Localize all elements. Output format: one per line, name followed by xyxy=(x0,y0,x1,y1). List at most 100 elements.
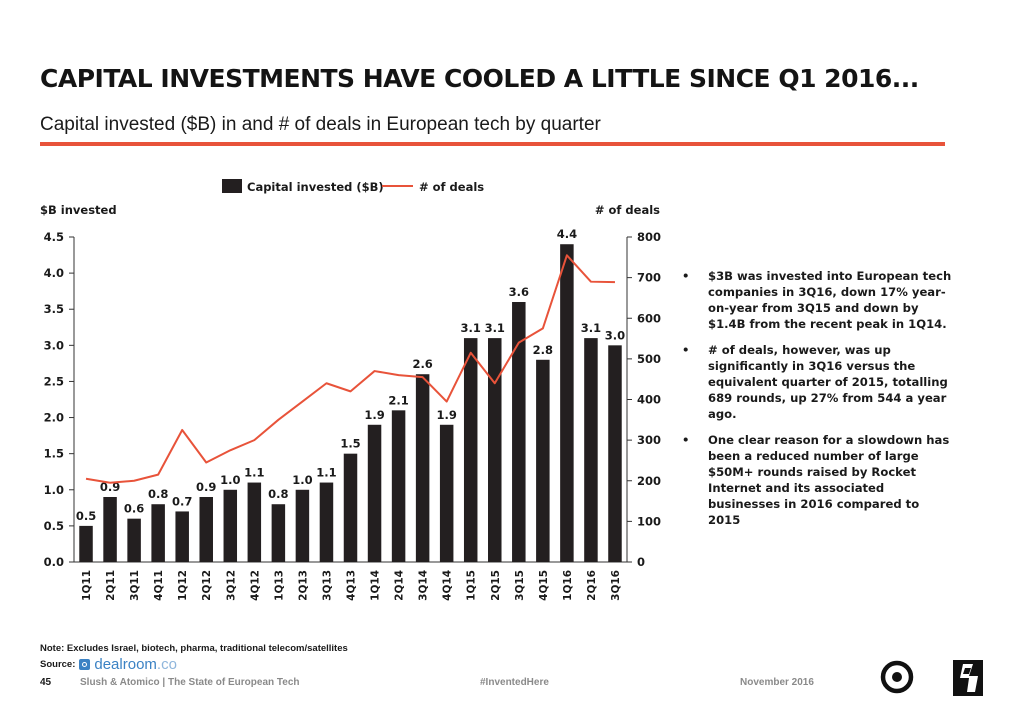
slush-logo-icon xyxy=(880,660,914,694)
chart-legend: Capital invested ($B) # of deals xyxy=(222,179,484,194)
x-tick-label: 4Q11 xyxy=(153,570,165,601)
bar xyxy=(367,424,382,562)
source-line: Source: dealroom.co xyxy=(40,656,177,673)
footer-date: November 2016 xyxy=(740,677,814,688)
bar xyxy=(319,482,334,562)
bar-value-label: 4.4 xyxy=(557,227,577,241)
x-tick-label: 2Q14 xyxy=(394,570,406,601)
legend-bar-swatch xyxy=(222,179,242,193)
legend-bar-label: Capital invested ($B) xyxy=(247,180,384,194)
dealroom-tld: .co xyxy=(156,656,177,673)
bar xyxy=(127,518,141,562)
y2-tick-label: 400 xyxy=(637,393,661,407)
x-tick-label: 2Q15 xyxy=(490,570,502,601)
y-tick-label: 1.0 xyxy=(44,483,64,497)
x-tick-label: 2Q13 xyxy=(297,570,309,601)
y-tick-label: 0.0 xyxy=(44,555,64,569)
bar-value-label: 3.1 xyxy=(581,321,601,335)
x-tick-label: 3Q12 xyxy=(225,570,237,601)
y-tick-labels: 0.0 0.5 1.0 1.5 2.0 2.5 3.0 3.5 4.0 4.5 xyxy=(44,230,74,569)
x-tick-label: 3Q15 xyxy=(514,570,526,601)
y2-tick-label: 700 xyxy=(637,271,661,285)
deals-line xyxy=(85,254,615,484)
bar-value-label: 1.9 xyxy=(436,408,456,422)
footnote: Note: Excludes Israel, biotech, pharma, … xyxy=(40,643,348,654)
bar-value-label: 0.6 xyxy=(124,502,144,516)
bullet-dot: • xyxy=(682,269,690,283)
insight-text: $3B was invested into European tech comp… xyxy=(708,269,952,331)
source-label: Source: xyxy=(40,659,76,670)
bar-value-label: 0.9 xyxy=(196,480,216,494)
y-tick-label: 2.5 xyxy=(44,374,64,388)
bar-value-label: 0.7 xyxy=(172,494,192,508)
y2-tick-label: 200 xyxy=(637,474,661,488)
x-tick-label: 3Q14 xyxy=(418,570,430,601)
bar-value-label: 0.8 xyxy=(148,487,168,501)
bar-value-label: 3.1 xyxy=(485,321,505,335)
combo-chart: Capital invested ($B) # of deals $B inve… xyxy=(40,179,661,601)
bar-value-label: 1.0 xyxy=(220,473,240,487)
bar xyxy=(584,338,598,562)
insight-text: # of deals, however, was up significantl… xyxy=(708,343,948,421)
y-tick-label: 4.5 xyxy=(44,230,64,244)
bar xyxy=(79,525,93,562)
bar xyxy=(463,338,478,562)
bar xyxy=(223,489,238,562)
y2-tick-label: 0 xyxy=(637,555,645,569)
y-tick-label: 1.5 xyxy=(44,447,64,461)
legend-line-label: # of deals xyxy=(419,180,484,194)
bar-value-label: 0.5 xyxy=(76,509,96,523)
bar xyxy=(199,497,213,562)
x-tick-label: 2Q12 xyxy=(201,570,213,601)
dealroom-link[interactable]: dealroom.co xyxy=(94,656,177,673)
y2-tick-label: 600 xyxy=(637,311,661,325)
bar xyxy=(415,374,430,562)
title-rule xyxy=(40,142,945,146)
bar xyxy=(560,244,574,562)
bar-value-label: 1.5 xyxy=(340,437,360,451)
line-series xyxy=(85,254,615,484)
y-tick-label: 0.5 xyxy=(44,519,64,533)
bar-value-labels: 0.5 0.9 0.6 0.8 0.7 0.9 1.0 1.1 0.8 1.0 1.1 1.5 1.9 2… xyxy=(76,227,625,523)
bar xyxy=(343,453,358,562)
insight-item: • $3B was invested into European tech com… xyxy=(682,268,952,332)
y2-tick-label: 500 xyxy=(637,352,661,366)
page-subtitle: Capital invested ($B) in and # of deals … xyxy=(40,114,601,135)
bar xyxy=(391,410,406,562)
y2-tick-label: 800 xyxy=(637,230,661,244)
bar xyxy=(175,511,189,562)
bar-value-label: 0.9 xyxy=(100,480,120,494)
x-tick-label: 3Q11 xyxy=(129,570,141,601)
bar-value-label: 3.6 xyxy=(509,285,529,299)
insight-list: • $3B was invested into European tech com… xyxy=(682,268,952,538)
bar xyxy=(536,359,550,562)
bullet-dot: • xyxy=(682,433,690,447)
bar xyxy=(271,504,286,562)
bar xyxy=(151,504,165,562)
bar-value-label: 3.1 xyxy=(461,321,481,335)
x-tick-label: 1Q16 xyxy=(562,570,574,601)
bar-value-label: 2.8 xyxy=(533,343,553,357)
y-tick-label: 2.0 xyxy=(44,411,64,425)
y-tick-label: 4.0 xyxy=(44,266,64,280)
bar xyxy=(295,489,310,562)
x-tick-label: 4Q14 xyxy=(442,570,454,601)
bar-value-label: 1.9 xyxy=(364,408,384,422)
bar-value-label: 3.0 xyxy=(605,328,625,342)
x-tick-labels: 1Q11 2Q11 3Q11 4Q11 1Q12 2Q12 3Q12 4Q12 1Q13 2Q13… xyxy=(81,570,622,601)
x-tick-label: 2Q16 xyxy=(586,570,598,601)
bar xyxy=(512,302,526,562)
bar-value-label: 2.1 xyxy=(388,393,408,407)
y2-tick-label: 300 xyxy=(637,433,661,447)
bar-value-label: 1.0 xyxy=(292,473,312,487)
y2-tick-labels: 0 100 200 300 400 500 600 700 800 xyxy=(627,230,661,569)
x-tick-label: 4Q15 xyxy=(538,570,550,601)
y2-axis-title: # of deals xyxy=(595,203,660,217)
footer-publication: Slush & Atomico | The State of European … xyxy=(80,677,300,688)
x-tick-label: 4Q12 xyxy=(249,570,261,601)
bar-value-label: 0.8 xyxy=(268,487,288,501)
page-title: CAPITAL INVESTMENTS HAVE COOLED A LITTLE… xyxy=(40,64,919,93)
bar xyxy=(488,338,502,562)
bar-value-label: 1.1 xyxy=(244,466,264,480)
bar-series xyxy=(79,244,622,562)
